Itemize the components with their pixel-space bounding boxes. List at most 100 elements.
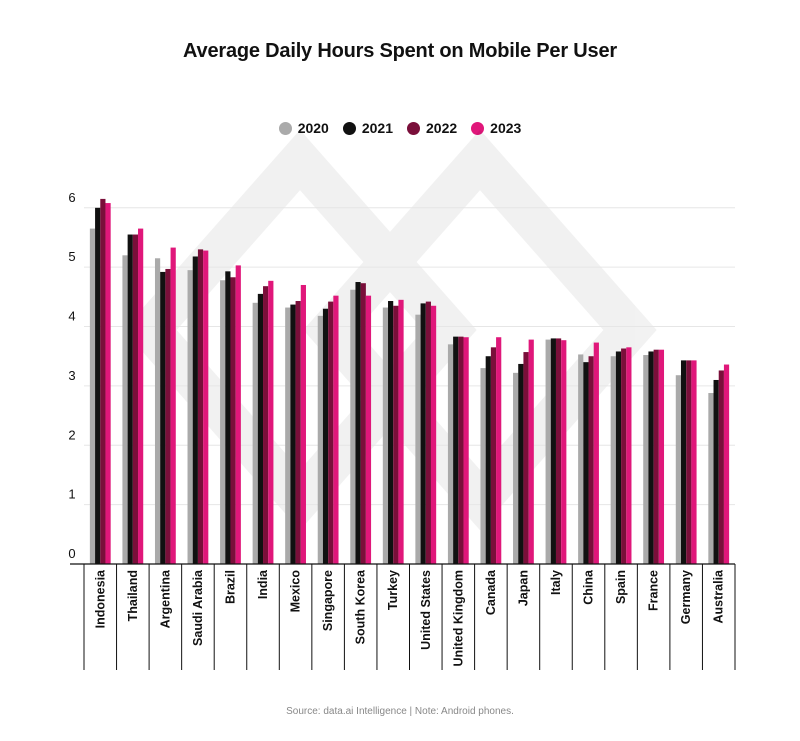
x-tick-label: Mexico bbox=[289, 570, 303, 613]
chart-title: Average Daily Hours Spent on Mobile Per … bbox=[183, 40, 617, 62]
bar-2023 bbox=[691, 360, 697, 564]
bar-2022 bbox=[230, 277, 236, 564]
bar-2023 bbox=[528, 339, 534, 564]
bar-2021 bbox=[127, 234, 133, 564]
x-tick-label: South Korea bbox=[354, 569, 368, 644]
bar-2021 bbox=[160, 271, 166, 564]
x-tick-label: United Kingdom bbox=[451, 570, 465, 667]
source-note: Source: data.ai Intelligence | Note: And… bbox=[286, 706, 514, 717]
bar-2021 bbox=[257, 293, 264, 564]
legend-item-2020: 2020 bbox=[278, 120, 329, 136]
bar-2020 bbox=[578, 354, 584, 564]
bar-2023 bbox=[170, 247, 176, 565]
bar-2021 bbox=[550, 338, 556, 564]
bar-2021 bbox=[420, 303, 426, 564]
bar-2020 bbox=[610, 356, 616, 564]
bar-2022 bbox=[653, 349, 659, 564]
legend-label-2021: 2021 bbox=[361, 120, 393, 136]
bar-2022 bbox=[686, 360, 692, 564]
chart-legend: 2020 2021 2022 2023 bbox=[0, 120, 800, 136]
legend-label-2022: 2022 bbox=[426, 120, 458, 136]
bar-2021 bbox=[290, 304, 296, 564]
bar-2023 bbox=[138, 228, 144, 565]
bar-2020 bbox=[708, 393, 714, 564]
bar-2021 bbox=[388, 301, 394, 564]
bar-2022 bbox=[360, 283, 366, 564]
bar-2022 bbox=[100, 198, 106, 564]
legend-swatch-2020 bbox=[278, 121, 292, 135]
bar-2023 bbox=[561, 340, 567, 564]
legend-label-2023: 2023 bbox=[490, 120, 522, 136]
bar-2023 bbox=[333, 295, 339, 564]
bar-2023 bbox=[658, 349, 665, 564]
bar-2020 bbox=[154, 258, 161, 564]
bar-2022 bbox=[718, 370, 724, 564]
bar-2023 bbox=[723, 364, 730, 564]
x-tick-label: Turkey bbox=[386, 570, 400, 610]
bar-2021 bbox=[453, 336, 459, 564]
x-axis: Indonesia Thailand Argentina Saudi Arabia Br… bbox=[70, 563, 736, 670]
bar-2020 bbox=[317, 315, 323, 564]
bar-2020 bbox=[187, 270, 193, 564]
legend-item-2021: 2021 bbox=[342, 120, 393, 136]
bar-2022 bbox=[263, 286, 269, 564]
x-tick-label: China bbox=[582, 569, 596, 605]
bar-2022 bbox=[523, 352, 529, 564]
bar-2023 bbox=[105, 203, 111, 565]
x-tick-label: Argentina bbox=[158, 569, 172, 628]
legend-swatch-2023 bbox=[471, 121, 485, 135]
bar-2021 bbox=[583, 362, 589, 564]
bar-2020 bbox=[447, 344, 454, 564]
bar-2023 bbox=[626, 347, 632, 564]
bar-2023 bbox=[203, 250, 209, 565]
x-tick-label: Australia bbox=[712, 569, 726, 624]
bar-2023 bbox=[430, 305, 437, 564]
bar-2020 bbox=[415, 314, 421, 564]
bar-2021 bbox=[648, 351, 654, 564]
bar-2020 bbox=[89, 228, 96, 565]
bar-2023 bbox=[235, 265, 241, 564]
bar-2021 bbox=[485, 356, 491, 564]
bar-2022 bbox=[588, 356, 594, 564]
legend-item-2023: 2023 bbox=[471, 120, 521, 136]
x-tick-label: Saudi Arabia bbox=[191, 569, 205, 646]
x-tick-label: Singapore bbox=[321, 570, 335, 631]
bar-2022 bbox=[393, 305, 399, 564]
x-tick-label: Italy bbox=[549, 570, 563, 595]
bar-2020 bbox=[285, 307, 291, 564]
bar-2021 bbox=[95, 207, 101, 565]
x-tick-label: Canada bbox=[484, 569, 498, 615]
legend-label-2020: 2020 bbox=[297, 120, 329, 136]
bar-2022 bbox=[425, 301, 431, 564]
bar-2023 bbox=[365, 295, 372, 564]
bar-2023 bbox=[496, 337, 502, 564]
x-tick-label: Germany bbox=[679, 570, 693, 624]
bar-2021 bbox=[225, 271, 231, 564]
bar-2020 bbox=[122, 255, 128, 565]
bar-2022 bbox=[490, 347, 497, 564]
bar-2022 bbox=[295, 301, 301, 564]
bar-2022 bbox=[328, 301, 334, 564]
bar-2023 bbox=[398, 299, 404, 564]
x-tick-label: Indonesia bbox=[93, 569, 107, 628]
bar-2020 bbox=[350, 289, 356, 564]
bar-2022 bbox=[132, 234, 139, 564]
bar-2021 bbox=[322, 308, 329, 564]
bar-2020 bbox=[545, 339, 551, 564]
bar-2022 bbox=[197, 249, 204, 564]
y-tick-label: 3 bbox=[68, 368, 75, 383]
bar-2023 bbox=[593, 342, 599, 564]
bar-2023 bbox=[268, 280, 274, 564]
bar-2022 bbox=[458, 336, 464, 564]
bar-2023 bbox=[463, 337, 469, 564]
y-tick-label: 4 bbox=[68, 309, 75, 324]
y-axis: 0 1 2 3 4 5 6 bbox=[68, 190, 75, 561]
bar-2020 bbox=[513, 372, 519, 564]
x-tick-label: France bbox=[647, 570, 661, 611]
bar-2020 bbox=[643, 355, 649, 564]
bar-2023 bbox=[300, 284, 306, 564]
x-tick-label: United States bbox=[419, 570, 433, 650]
bar-2022 bbox=[555, 338, 562, 564]
bars bbox=[89, 198, 730, 565]
